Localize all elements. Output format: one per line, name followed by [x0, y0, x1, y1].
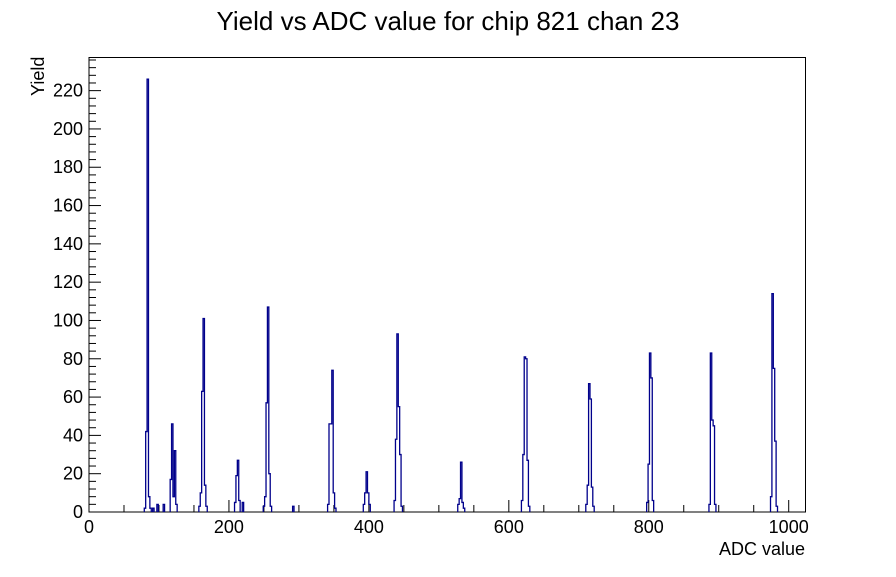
axis-tick-labels: 0 200 400 600 800 1000 0 20 40 60 80 100 120 140 160 18…	[53, 81, 809, 537]
y-tick-label: 20	[63, 464, 83, 484]
x-axis-title: ADC value	[719, 539, 805, 559]
y-tick-label: 220	[53, 81, 83, 101]
histogram-series	[143, 78, 779, 512]
y-tick-label: 80	[63, 349, 83, 369]
x-tick-label: 200	[214, 517, 244, 537]
y-tick-label: 60	[63, 387, 83, 407]
frame-border	[88, 57, 806, 513]
y-tick-label: 0	[73, 502, 83, 522]
x-tick-label: 600	[494, 517, 524, 537]
y-tick-label: 180	[53, 157, 83, 177]
histogram-line	[143, 78, 779, 512]
plot-frame	[88, 57, 806, 513]
y-tick-label: 140	[53, 234, 83, 254]
y-tick-label: 160	[53, 196, 83, 216]
y-axis-title: Yield	[28, 57, 48, 96]
x-tick-label: 0	[84, 517, 94, 537]
y-tick-label: 100	[53, 310, 83, 330]
y-tick-label: 40	[63, 425, 83, 445]
y-tick-label: 200	[53, 119, 83, 139]
chart-title: Yield vs ADC value for chip 821 chan 23	[217, 6, 680, 36]
x-tick-label: 1000	[769, 517, 809, 537]
x-tick-label: 800	[634, 517, 664, 537]
x-tick-label: 400	[354, 517, 384, 537]
axis-ticks	[88, 59, 790, 513]
y-tick-label: 120	[53, 272, 83, 292]
